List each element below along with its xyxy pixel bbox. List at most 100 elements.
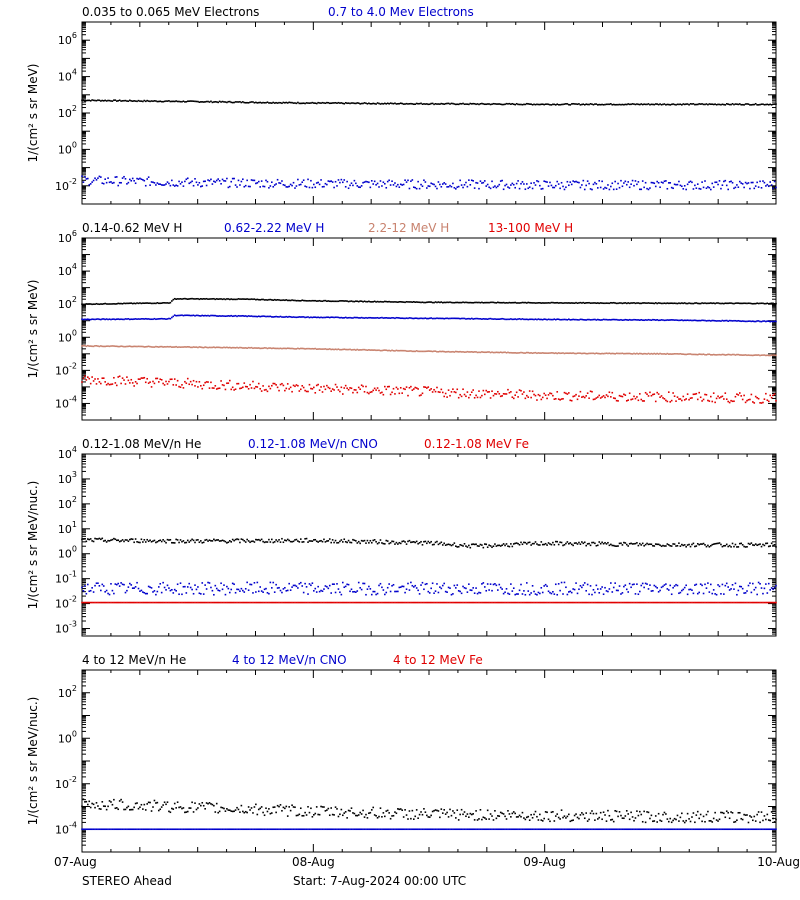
data-point [546, 585, 548, 588]
data-point [169, 100, 172, 103]
data-point [391, 584, 393, 587]
data-point [565, 302, 567, 304]
data-point [143, 179, 146, 182]
data-point [647, 543, 650, 546]
data-point [483, 103, 486, 106]
data-point [568, 302, 570, 304]
data-point [498, 351, 501, 354]
data-point [104, 345, 106, 348]
data-point [450, 185, 453, 188]
data-point [185, 601, 188, 604]
data-point [341, 181, 344, 184]
data-point [602, 352, 605, 355]
data-point [205, 538, 208, 541]
data-point [653, 182, 656, 185]
data-point [321, 101, 324, 104]
data-point [572, 102, 574, 105]
data-point [521, 301, 524, 304]
data-point [339, 390, 341, 393]
data-point [573, 601, 576, 604]
data-point [153, 302, 156, 305]
data-point [243, 601, 246, 604]
data-point [304, 299, 306, 302]
data-point [388, 385, 390, 388]
data-point [420, 394, 422, 396]
data-point [213, 180, 215, 183]
data-point [401, 301, 403, 303]
data-point [447, 586, 450, 589]
data-point [394, 350, 396, 352]
data-point [766, 302, 769, 305]
data-point [575, 582, 577, 584]
data-point [711, 543, 714, 546]
data-point [727, 320, 729, 322]
data-point [152, 591, 154, 593]
data-point [388, 601, 390, 604]
data-point [386, 317, 389, 319]
data-point [573, 352, 576, 355]
data-point [249, 185, 251, 188]
data-point [485, 301, 488, 304]
data-point [644, 103, 647, 106]
data-point [673, 601, 676, 604]
data-point [512, 318, 515, 321]
data-point [102, 345, 105, 348]
data-point [246, 179, 248, 182]
data-point [670, 319, 673, 321]
data-point [705, 103, 708, 105]
data-point [384, 102, 386, 105]
data-point [475, 301, 477, 304]
data-point [276, 347, 279, 350]
data-point [427, 386, 430, 388]
data-point [523, 391, 525, 393]
data-point [100, 601, 102, 604]
data-point [146, 538, 148, 541]
data-point [512, 587, 515, 590]
data-point [169, 378, 172, 381]
data-point [659, 302, 661, 304]
data-point [663, 180, 666, 183]
data-point [336, 300, 338, 303]
data-point [485, 351, 488, 354]
data-point [443, 350, 446, 353]
data-point [391, 540, 393, 543]
data-point [215, 179, 218, 182]
data-point [595, 302, 598, 305]
data-point [84, 318, 86, 321]
data-point [512, 301, 515, 304]
data-point [624, 601, 627, 604]
data-point [440, 102, 443, 105]
data-point [346, 300, 348, 302]
data-point [246, 538, 248, 541]
data-point [520, 302, 522, 304]
data-point [107, 177, 109, 179]
data-point [715, 542, 718, 545]
data-point [762, 320, 764, 322]
data-point [447, 317, 450, 320]
data-point [336, 185, 338, 187]
data-point [285, 539, 288, 542]
data-point [301, 102, 304, 105]
data-point [505, 601, 508, 604]
data-point [702, 186, 705, 189]
data-point [560, 601, 563, 604]
data-point [544, 352, 547, 354]
data-point [159, 582, 162, 585]
data-point [153, 539, 156, 542]
data-point [433, 543, 435, 546]
data-point [115, 303, 118, 305]
data-point [110, 539, 112, 541]
data-point [250, 387, 253, 389]
data-point [220, 540, 222, 542]
data-point [701, 601, 703, 604]
data-point [725, 582, 728, 585]
data-point [763, 398, 766, 400]
data-point [652, 181, 654, 184]
data-point [541, 601, 544, 604]
data-point [262, 101, 264, 104]
data-point [556, 601, 559, 604]
data-point [738, 103, 741, 105]
data-point [192, 592, 195, 595]
data-point [249, 383, 251, 386]
data-point [126, 589, 128, 592]
